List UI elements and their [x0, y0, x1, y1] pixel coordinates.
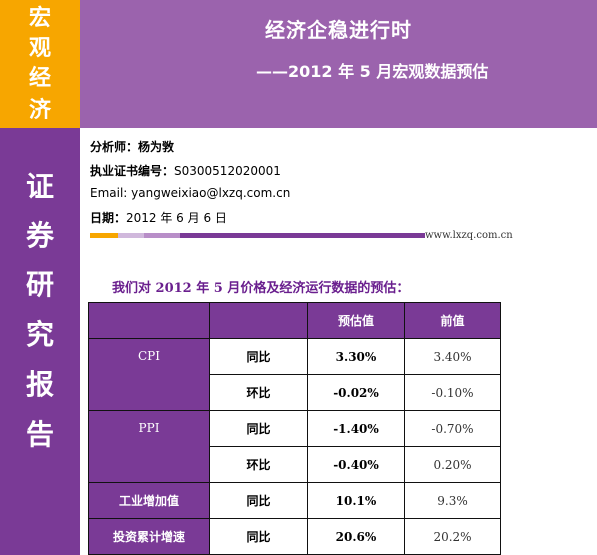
divider-segment [90, 233, 118, 238]
table-row: 工业增加值 同比 10.1% 9.3% [88, 482, 501, 519]
certificate-label: 执业证书编号： [90, 164, 175, 178]
tag-char: 观 [28, 35, 51, 61]
divider-segment [144, 233, 180, 238]
section-title: 我们对 2012 年 5 月价格及经济运行数据的预估： [112, 281, 410, 296]
side-char: 告 [25, 418, 54, 451]
date-label: 日期： [90, 211, 127, 225]
estimate-cell: 3.30% [307, 338, 405, 375]
metric-cell: 环比 [209, 374, 308, 411]
category-cell: CPI [88, 338, 210, 411]
estimate-cell: 10.1% [307, 482, 405, 519]
estimate-cell: -1.40% [307, 410, 405, 447]
estimate-cell: -0.02% [307, 374, 405, 411]
report-title: 经济企稳进行时 [265, 18, 412, 42]
previous-cell: 20.2% [404, 518, 501, 555]
metric-cell: 同比 [209, 482, 308, 519]
header-estimate: 预估值 [307, 302, 405, 339]
tag-char: 宏 [28, 5, 51, 31]
table-row: PPI 同比 -1.40% -0.70% [88, 410, 501, 483]
side-char: 报 [25, 368, 54, 401]
website-link[interactable]: www.lxzq.com.cn [425, 230, 513, 241]
tag-char: 济 [28, 97, 51, 123]
metric-cell: 同比 [209, 518, 308, 555]
analyst-line: 分析师：杨为敩 [90, 138, 174, 155]
previous-cell: -0.10% [404, 374, 501, 411]
email-address[interactable]: yangweixiao@lxzq.com.cn [131, 186, 291, 200]
certificate-line: 执业证书编号：S0300512020001 [90, 162, 281, 179]
previous-cell: 0.20% [404, 446, 501, 483]
email-label: Email: [90, 186, 132, 200]
side-char: 券 [25, 219, 54, 252]
previous-cell: 3.40% [404, 338, 501, 375]
report-subtitle: ——2012 年 5 月宏观数据预估 [256, 62, 489, 81]
email-line: Email: yangweixiao@lxzq.com.cn [90, 186, 290, 200]
side-char: 证 [25, 170, 54, 203]
side-char: 究 [25, 318, 54, 351]
header-banner: 经济企稳进行时 ——2012 年 5 月宏观数据预估 [80, 0, 597, 128]
previous-cell: 9.3% [404, 482, 501, 519]
certificate-number: S0300512020001 [174, 164, 281, 178]
category-cell: PPI [88, 410, 210, 483]
date-line: 日期：2012 年 6 月 6 日 [90, 209, 227, 226]
previous-cell: -0.70% [404, 410, 501, 447]
category-cell: 投资累计增速 [88, 518, 210, 555]
analyst-label: 分析师： [90, 140, 139, 154]
table-row: 投资累计增速 同比 20.6% 20.2% [88, 518, 501, 555]
metric-cell: 同比 [209, 410, 308, 447]
divider-segment [118, 233, 144, 238]
side-char: 研 [25, 268, 54, 301]
decorative-divider [90, 233, 425, 238]
table-header-row: 预估值 前值 [88, 302, 501, 339]
side-column: 证 券 研 究 报 告 [0, 128, 80, 555]
report-type-tag: 宏 观 经 济 [0, 0, 80, 128]
table-row: 环比 -0.40% 0.20% [89, 446, 501, 483]
metric-cell: 同比 [209, 338, 308, 375]
report-date: 2012 年 6 月 6 日 [126, 211, 227, 225]
table-row: 环比 -0.02% -0.10% [89, 374, 501, 411]
estimate-cell: -0.40% [307, 446, 405, 483]
header-previous: 前值 [404, 302, 501, 339]
forecast-table: 预估值 前值 CPI 同比 3.30% 3.40% 环比 -0.02% -0.1… [88, 302, 501, 555]
analyst-name: 杨为敩 [138, 140, 175, 154]
category-cell: 工业增加值 [88, 482, 210, 519]
tag-char: 经 [28, 65, 51, 91]
metric-cell: 环比 [209, 446, 308, 483]
estimate-cell: 20.6% [307, 518, 405, 555]
header-cell [88, 302, 210, 339]
table-row: CPI 同比 3.30% 3.40% [88, 338, 501, 411]
header-cell [209, 302, 308, 339]
